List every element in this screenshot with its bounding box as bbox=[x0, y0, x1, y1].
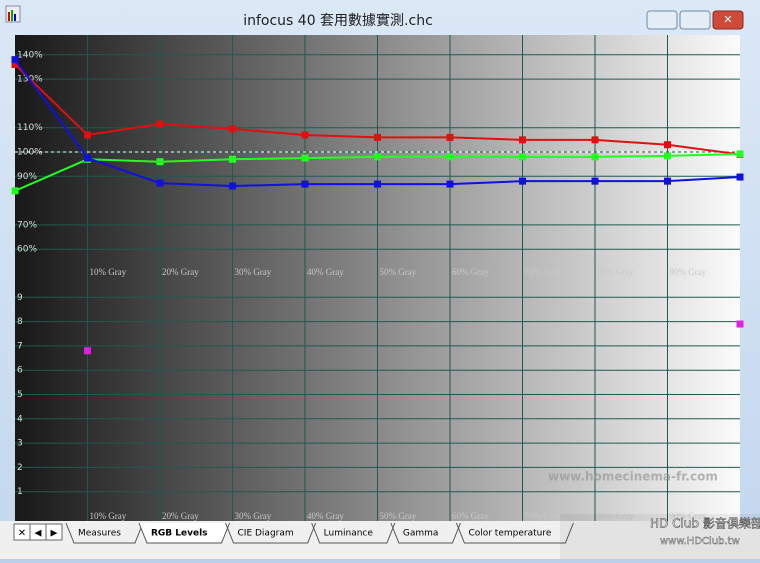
nav-next[interactable] bbox=[45, 523, 63, 541]
tab-active[interactable]: RGB Levels bbox=[151, 529, 208, 539]
y-tick-label: 90% bbox=[17, 172, 37, 182]
y-tick-label: 5 bbox=[17, 390, 23, 400]
point-marker bbox=[84, 154, 91, 162]
nav-glyph: ▶ bbox=[51, 529, 58, 539]
logo-area bbox=[560, 514, 760, 559]
x-tick-label: 80% Gray bbox=[597, 267, 634, 277]
maximize-button[interactable] bbox=[679, 10, 711, 30]
x-tick-label: 40% Gray bbox=[307, 511, 344, 521]
logo-text: HD Club 影音俱樂部 bbox=[650, 516, 760, 531]
tab-outline bbox=[225, 522, 317, 544]
point-marker bbox=[591, 153, 599, 161]
y-tick-label: 100% bbox=[17, 148, 43, 158]
watermark: www.homecinema-fr.com bbox=[548, 470, 718, 484]
point-marker bbox=[664, 141, 671, 149]
y-tick-label: 60% bbox=[17, 245, 37, 255]
point-marker bbox=[11, 56, 19, 64]
tab[interactable]: Measures bbox=[78, 529, 121, 539]
point-marker bbox=[84, 131, 91, 139]
y-tick-label: 8 bbox=[17, 317, 23, 327]
close-glyph: ✕ bbox=[723, 13, 732, 26]
x-tick-label: 80% Gray bbox=[597, 511, 634, 521]
tab[interactable]: Luminance bbox=[324, 529, 374, 539]
point-marker bbox=[736, 320, 744, 328]
icon-bar bbox=[8, 12, 10, 21]
point-marker bbox=[301, 180, 309, 188]
nav-glyph: ✕ bbox=[18, 528, 26, 539]
x-tick-label: 50% Gray bbox=[380, 511, 417, 521]
y-tick-label: 6 bbox=[17, 366, 23, 376]
minimize-button[interactable] bbox=[646, 10, 678, 30]
point-marker bbox=[446, 153, 454, 161]
point-marker bbox=[446, 180, 454, 188]
point-marker bbox=[229, 125, 236, 133]
y-tick-label: 2 bbox=[17, 463, 23, 473]
x-tick-label: 90% Gray bbox=[670, 511, 707, 521]
y-tick-label: 70% bbox=[17, 220, 37, 230]
point-marker bbox=[664, 177, 671, 185]
point-marker bbox=[84, 347, 91, 355]
tab-outline bbox=[390, 522, 461, 544]
window-title: infocus 40 套用數據實測.chc bbox=[243, 12, 433, 29]
icon-bar bbox=[14, 14, 16, 21]
y-tick-label: 7 bbox=[17, 341, 23, 351]
icon-bar bbox=[11, 10, 13, 21]
point-marker bbox=[229, 182, 236, 190]
x-tick-label: 70% Gray bbox=[525, 267, 562, 277]
y-tick-label: 1 bbox=[17, 487, 23, 497]
x-tick-label: 10% Gray bbox=[90, 267, 127, 277]
tab-bar bbox=[0, 521, 760, 559]
x-tick-label: 70% Gray bbox=[525, 511, 562, 521]
point-marker bbox=[156, 120, 164, 128]
tab-outline bbox=[138, 522, 230, 544]
tab-outline bbox=[311, 522, 396, 544]
tab[interactable]: Gamma bbox=[403, 529, 439, 539]
x-tick-label: 50% Gray bbox=[380, 267, 417, 277]
x-tick-label: 60% Gray bbox=[452, 267, 489, 277]
x-tick-label: 20% Gray bbox=[162, 511, 199, 521]
y-tick-label: 140% bbox=[17, 50, 43, 60]
tab-outline bbox=[65, 522, 144, 544]
point-marker bbox=[519, 136, 526, 144]
x-tick-label: 90% Gray bbox=[670, 267, 707, 277]
x-tick-label: 10% Gray bbox=[90, 511, 127, 521]
point-marker bbox=[519, 177, 526, 185]
point-marker bbox=[736, 173, 744, 181]
x-tick-label: 30% Gray bbox=[235, 511, 272, 521]
tab[interactable]: Color temperature bbox=[468, 529, 551, 539]
tab[interactable]: CIE Diagram bbox=[238, 529, 294, 539]
tab-outline bbox=[455, 522, 574, 544]
point-marker bbox=[156, 158, 164, 166]
point-marker bbox=[374, 180, 381, 188]
y-tick-label: 3 bbox=[17, 439, 23, 449]
point-marker bbox=[229, 155, 236, 163]
point-marker bbox=[301, 131, 309, 139]
x-tick-label: 40% Gray bbox=[307, 267, 344, 277]
point-marker bbox=[301, 154, 309, 162]
x-tick-label: 20% Gray bbox=[162, 267, 199, 277]
close-button[interactable] bbox=[712, 10, 744, 30]
point-marker bbox=[11, 61, 19, 69]
point-marker bbox=[374, 153, 381, 161]
point-marker bbox=[446, 133, 454, 141]
point-marker bbox=[736, 150, 744, 158]
point-marker bbox=[591, 136, 599, 144]
point-marker bbox=[664, 152, 671, 160]
point-marker bbox=[11, 187, 19, 195]
nav-glyph: ◀ bbox=[35, 529, 42, 539]
y-tick-label: 4 bbox=[17, 414, 23, 424]
logo-url: www.HDClub.tw bbox=[660, 536, 740, 547]
x-tick-label: 60% Gray bbox=[452, 511, 489, 521]
y-tick-label: 110% bbox=[17, 123, 43, 133]
point-marker bbox=[374, 133, 381, 141]
x-tick-label: 30% Gray bbox=[235, 267, 272, 277]
y-tick-label: 9 bbox=[17, 293, 23, 303]
point-marker bbox=[591, 177, 599, 185]
point-marker bbox=[519, 153, 526, 161]
point-marker bbox=[156, 179, 164, 187]
